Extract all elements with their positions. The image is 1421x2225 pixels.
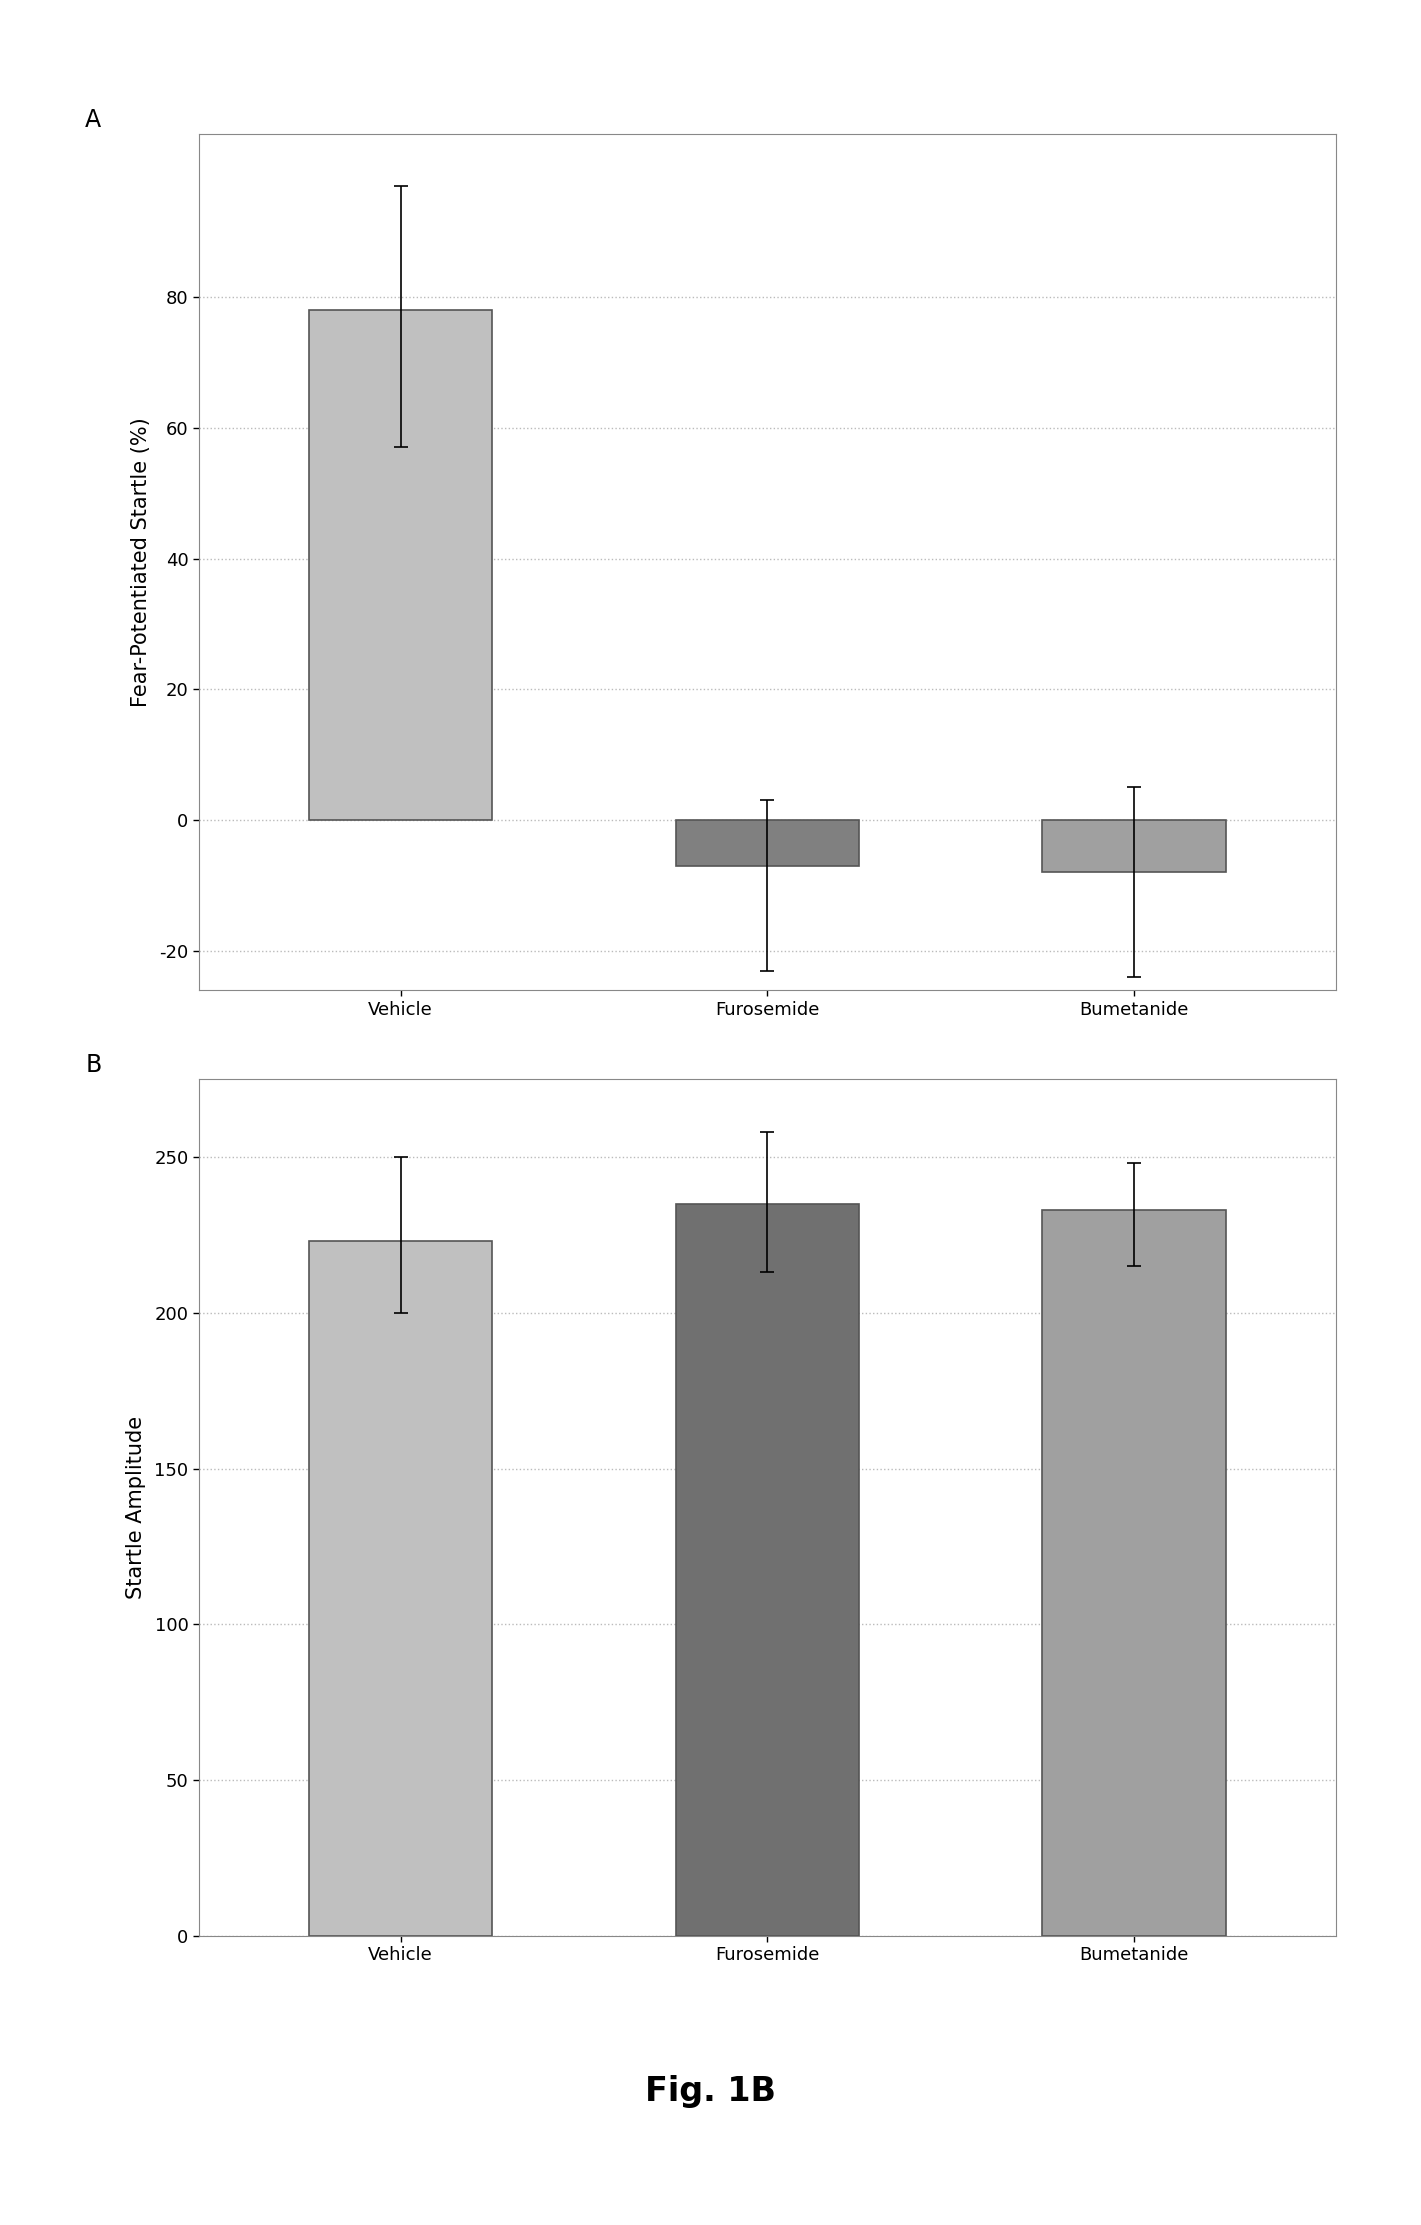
Bar bbox=[675, 1204, 860, 1936]
Bar bbox=[675, 821, 860, 866]
Bar bbox=[308, 309, 492, 821]
Bar bbox=[1043, 1210, 1226, 1936]
Text: Fig. 1B: Fig. 1B bbox=[645, 2076, 776, 2107]
Y-axis label: Fear-Potentiated Startle (%): Fear-Potentiated Startle (%) bbox=[131, 416, 151, 708]
Bar bbox=[1043, 821, 1226, 872]
Text: B: B bbox=[85, 1052, 101, 1077]
Text: A: A bbox=[85, 107, 101, 131]
Y-axis label: Startle Amplitude: Startle Amplitude bbox=[126, 1415, 146, 1600]
Bar bbox=[308, 1242, 492, 1936]
